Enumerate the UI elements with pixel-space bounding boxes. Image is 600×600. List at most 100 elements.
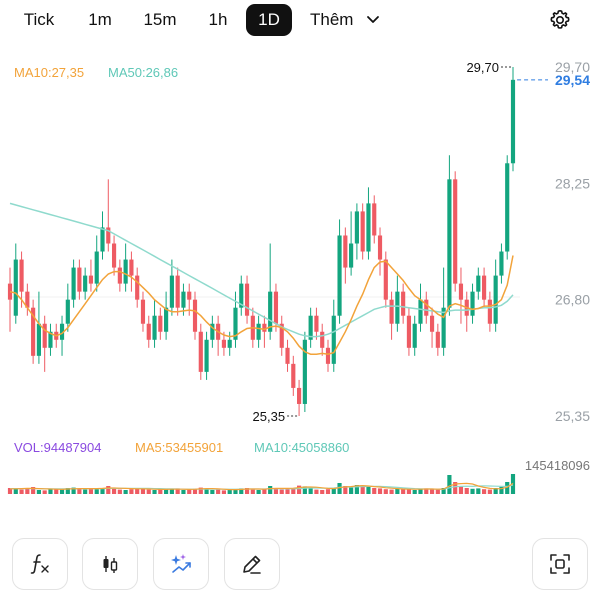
candle-body — [198, 331, 203, 372]
chart-type-button[interactable] — [82, 538, 138, 590]
candle-body — [476, 275, 481, 292]
y-tick-label: 28,25 — [555, 175, 590, 191]
volume-bar — [94, 489, 99, 494]
candle-body — [129, 259, 134, 276]
candle-body — [435, 331, 440, 348]
volume-bar — [71, 487, 76, 494]
volume-bar — [360, 487, 365, 494]
volume-bar — [395, 488, 400, 494]
volume-bar — [123, 490, 128, 494]
volume-bar — [146, 489, 151, 494]
candle-body — [493, 275, 498, 324]
volume-bar — [77, 489, 82, 494]
volume-bar — [181, 490, 186, 494]
candle-body — [227, 339, 232, 348]
volume-bar — [262, 489, 267, 494]
candle-body — [470, 291, 475, 316]
volume-bar — [198, 487, 203, 494]
volume-bar — [377, 488, 383, 494]
volume-bar — [372, 488, 377, 494]
tab-1d[interactable]: 1D — [246, 4, 292, 36]
fullscreen-button[interactable] — [532, 538, 588, 590]
volume-bar — [239, 488, 244, 494]
candle-body — [291, 363, 296, 388]
timeframe-tabs: Tick 1m 15m 1h 1D Thêm — [0, 0, 600, 40]
volume-bar — [204, 489, 209, 494]
volume-bar — [464, 488, 469, 494]
volume-bar — [158, 489, 163, 494]
candle-body — [158, 315, 163, 332]
volume-bar — [505, 482, 510, 494]
volume-bar — [291, 488, 296, 494]
draw-button[interactable] — [224, 538, 280, 590]
volume-bar — [279, 489, 284, 494]
candle-body — [360, 211, 365, 252]
candle-body — [65, 299, 70, 324]
legend-vol-ma10: MA10:45058860 — [254, 440, 349, 455]
ma50-line — [9, 202, 514, 338]
indicator-button[interactable] — [12, 538, 68, 590]
tab-1m[interactable]: 1m — [88, 10, 112, 29]
candle-body — [458, 283, 464, 300]
candle-body — [349, 243, 354, 268]
candle-body — [88, 275, 94, 284]
current-price-label: 29,54 — [555, 72, 590, 88]
candle-body — [140, 299, 146, 324]
candle-body — [487, 299, 492, 324]
candle-body — [123, 259, 128, 284]
volume-bar — [25, 488, 30, 494]
candle-body — [395, 291, 400, 324]
candle-body — [308, 315, 313, 340]
candle-body — [31, 307, 36, 356]
volume-bar — [140, 488, 146, 494]
volume-bar — [366, 486, 371, 494]
candle-body — [314, 315, 319, 332]
volume-bar — [389, 489, 394, 494]
tab-1h[interactable]: 1h — [208, 10, 228, 29]
tab-tick[interactable]: Tick — [23, 10, 55, 29]
volume-bar — [441, 488, 446, 494]
candle-body — [418, 299, 423, 324]
volume-bar — [458, 486, 464, 494]
volume-bar — [343, 486, 348, 494]
candlestick-icon — [103, 556, 118, 573]
candle-body — [424, 299, 429, 316]
candle-body — [164, 307, 169, 332]
candle-body — [383, 259, 388, 300]
volume-bar — [42, 490, 47, 494]
tab-15m[interactable]: 15m — [143, 10, 177, 29]
volume-bar — [129, 489, 134, 494]
volume-bar — [192, 488, 198, 494]
ai-analysis-button[interactable] — [153, 538, 209, 590]
y-axis-labels: 29,70 28,25 26,80 25,35 — [555, 59, 590, 424]
volume-bar — [412, 490, 417, 494]
gear-icon[interactable] — [548, 8, 572, 32]
candle-body — [285, 347, 290, 364]
high-label: 29,70 — [466, 60, 499, 75]
candle-body — [412, 323, 417, 348]
volume-bar — [88, 488, 94, 494]
candle-body — [505, 163, 510, 252]
volume-bar — [233, 489, 238, 494]
price-chart[interactable]: MA10:27,35 MA50:26,86 29,70 28,25 26,80 25,… — [0, 40, 600, 500]
candle-body — [366, 203, 371, 252]
candle-body — [42, 323, 47, 348]
legend-ma10: MA10:27,35 — [14, 65, 84, 80]
chevron-down-icon[interactable] — [366, 14, 380, 26]
candle-body — [146, 323, 151, 340]
candle-body — [343, 235, 348, 268]
candle-body — [106, 227, 111, 244]
volume-bar — [296, 485, 302, 494]
volume-bar — [106, 486, 111, 494]
legend-vol: VOL:94487904 — [14, 440, 101, 455]
candle-body — [204, 339, 209, 372]
volume-bar — [36, 490, 41, 494]
volume-bar — [285, 489, 290, 494]
sparkle-chart-icon — [171, 554, 191, 573]
volume-bar — [493, 488, 498, 494]
volume-bar — [256, 490, 261, 494]
volume-bar — [59, 489, 65, 494]
tab-more[interactable]: Thêm — [310, 10, 354, 29]
y-tick-label: 26,80 — [555, 292, 590, 308]
candle-body — [221, 339, 227, 348]
